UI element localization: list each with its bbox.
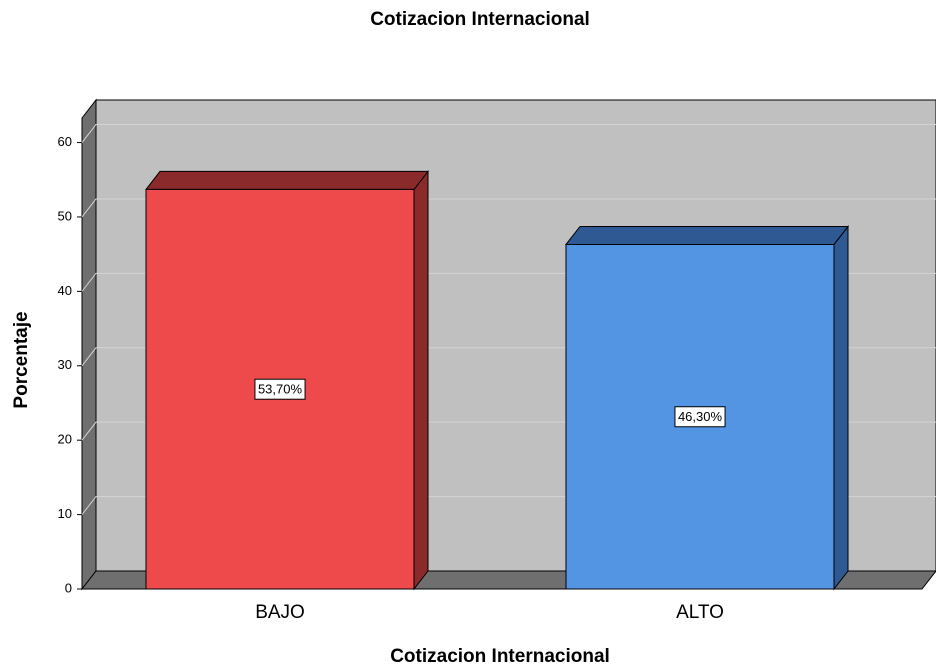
y-tick-label: 50 xyxy=(58,208,72,223)
chart-title: Cotizacion Internacional xyxy=(370,9,590,30)
grid-line xyxy=(81,124,936,143)
value-label: 46,30% xyxy=(678,409,723,424)
bar: 53,70% xyxy=(144,169,430,591)
x-axis-title: Cotizacion Internacional xyxy=(390,646,610,667)
grid-line xyxy=(81,198,936,218)
side-wall xyxy=(81,98,97,591)
value-label: 53,70% xyxy=(258,382,303,397)
value-label-box xyxy=(254,378,306,400)
bar-top xyxy=(564,225,850,245)
bar-top xyxy=(144,170,430,190)
x-tick-label: ALTO xyxy=(676,602,724,623)
y-tick-label: 30 xyxy=(58,357,72,372)
bar-side xyxy=(413,169,429,591)
y-tick-label: 40 xyxy=(58,283,72,298)
y-tick-label: 60 xyxy=(58,134,72,149)
value-label-box xyxy=(674,406,726,428)
y-tick-label: 10 xyxy=(58,506,72,521)
x-tick-label: BAJO xyxy=(255,602,305,623)
bar: 46,30% xyxy=(564,225,850,591)
y-tick-label: 0 xyxy=(65,580,72,595)
y-tick-label: 20 xyxy=(58,432,72,447)
y-axis-title: Porcentaje xyxy=(11,311,32,408)
bar-side xyxy=(833,225,849,591)
